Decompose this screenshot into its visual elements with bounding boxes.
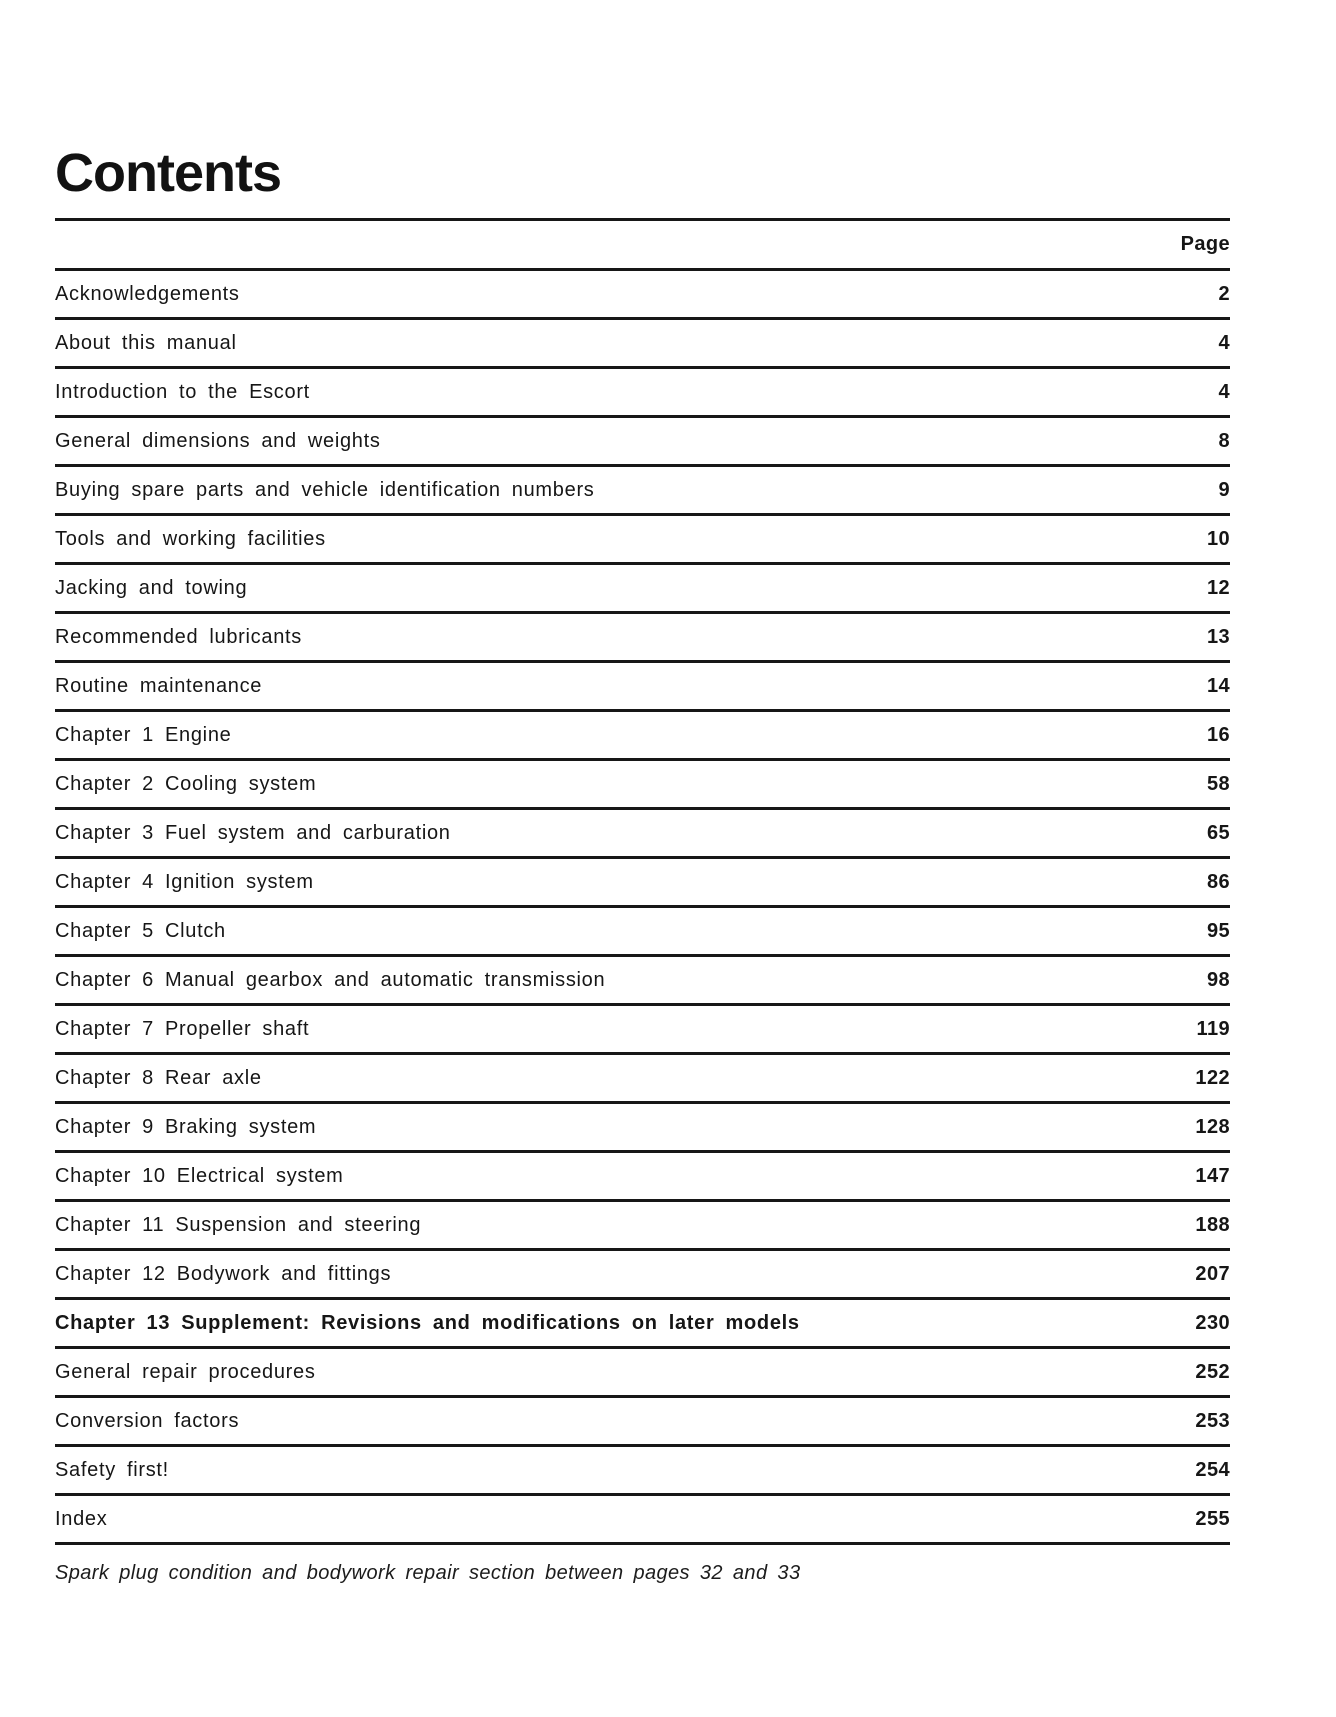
toc-entry-page-number: 4 [1218, 331, 1230, 354]
toc-entry-label: Chapter 4 Ignition system [55, 870, 314, 893]
toc-entry-page-number: 98 [1206, 968, 1230, 991]
toc-entry-page-number: 58 [1206, 772, 1230, 795]
toc-entry-label: General repair procedures [55, 1360, 316, 1383]
toc-entry-page-number: 255 [1195, 1507, 1230, 1530]
toc-row: General repair procedures 252 [55, 1346, 1230, 1395]
toc-entry-page-number: 86 [1206, 870, 1230, 893]
toc-entry-page-number: 14 [1206, 674, 1230, 697]
toc-entry-page-number: 119 [1196, 1017, 1230, 1040]
toc-entry-page-number: 207 [1195, 1262, 1230, 1285]
toc-entry-label: Safety first! [55, 1458, 169, 1481]
toc-entry-page-number: 95 [1206, 919, 1230, 942]
toc-row: Chapter 8 Rear axle 122 [55, 1052, 1230, 1101]
toc-row: Index 255 [55, 1493, 1230, 1542]
toc-entry-page-number: 12 [1206, 576, 1230, 599]
toc-row: About this manual 4 [55, 317, 1230, 366]
toc-entry-label: Index [55, 1507, 108, 1530]
page-column-header: Page [55, 221, 1230, 268]
toc-row: Chapter 10 Electrical system 147 [55, 1150, 1230, 1199]
toc-row: Chapter 13 Supplement: Revisions and mod… [55, 1297, 1230, 1346]
toc-entry-page-number: 13 [1206, 625, 1230, 648]
toc-row: General dimensions and weights 8 [55, 415, 1230, 464]
toc-row: Chapter 9 Braking system 128 [55, 1101, 1230, 1150]
toc-entry-page-number: 230 [1195, 1311, 1230, 1334]
toc-entry-label: Chapter 9 Braking system [55, 1115, 317, 1138]
toc-entry-page-number: 254 [1195, 1458, 1230, 1481]
toc-entry-label: Chapter 5 Clutch [55, 919, 226, 942]
toc-entry-label: Chapter 1 Engine [55, 723, 232, 746]
toc-entry-label: Tools and working facilities [55, 527, 326, 550]
toc-entry-page-number: 147 [1195, 1164, 1230, 1187]
footnote: Spark plug condition and bodywork repair… [55, 1562, 801, 1584]
toc-row: Jacking and towing 12 [55, 562, 1230, 611]
page-title: Contents [55, 143, 282, 203]
toc-entry-page-number: 65 [1206, 821, 1230, 844]
toc-row: Chapter 11 Suspension and steering 188 [55, 1199, 1230, 1248]
toc-entry-label: Chapter 13 Supplement: Revisions and mod… [55, 1311, 800, 1334]
toc-row: Recommended lubricants 13 [55, 611, 1230, 660]
toc-entry-label: Acknowledgements [55, 282, 240, 305]
toc-entry-page-number: 16 [1206, 723, 1230, 746]
toc-entry-label: Jacking and towing [55, 576, 248, 599]
toc-entry-page-number: 188 [1195, 1213, 1230, 1236]
toc-entry-label: Chapter 6 Manual gearbox and automatic t… [55, 968, 606, 991]
toc-entry-page-number: 4 [1218, 380, 1230, 403]
toc-entry-page-number: 9 [1218, 478, 1230, 501]
toc-entry-label: Chapter 2 Cooling system [55, 772, 317, 795]
toc-entry-label: About this manual [55, 331, 237, 354]
toc-entry-label: Chapter 8 Rear axle [55, 1066, 262, 1089]
toc-entry-label: Conversion factors [55, 1409, 240, 1432]
title-divider [55, 218, 1230, 221]
toc-row: Chapter 4 Ignition system 86 [55, 856, 1230, 905]
toc-entry-page-number: 10 [1206, 527, 1230, 550]
toc-entry-label: Chapter 7 Propeller shaft [55, 1017, 310, 1040]
toc-entry-label: Recommended lubricants [55, 625, 302, 648]
toc-entry-label: Introduction to the Escort [55, 380, 310, 403]
toc-entry-page-number: 8 [1218, 429, 1230, 452]
toc-row: Chapter 12 Bodywork and fittings 207 [55, 1248, 1230, 1297]
toc-entry-page-number: 252 [1195, 1360, 1230, 1383]
toc-entry-label: General dimensions and weights [55, 429, 381, 452]
toc-row: Safety first! 254 [55, 1444, 1230, 1493]
toc-entry-page-number: 2 [1218, 282, 1230, 305]
toc-row: Tools and working facilities 10 [55, 513, 1230, 562]
toc-row: Acknowledgements 2 [55, 268, 1230, 317]
toc-row: Introduction to the Escort 4 [55, 366, 1230, 415]
toc-row: Chapter 2 Cooling system 58 [55, 758, 1230, 807]
toc-entry-page-number: 122 [1195, 1066, 1230, 1089]
toc-row: Chapter 1 Engine 16 [55, 709, 1230, 758]
toc-row: Chapter 3 Fuel system and carburation 65 [55, 807, 1230, 856]
toc-entry-label: Chapter 12 Bodywork and fittings [55, 1262, 392, 1285]
toc-row: Conversion factors 253 [55, 1395, 1230, 1444]
closing-divider [55, 1542, 1230, 1545]
toc-entry-label: Chapter 11 Suspension and steering [55, 1213, 422, 1236]
toc-entry-page-number: 128 [1195, 1115, 1230, 1138]
toc-row: Chapter 7 Propeller shaft 119 [55, 1003, 1230, 1052]
toc-row: Chapter 5 Clutch 95 [55, 905, 1230, 954]
toc-row: Chapter 6 Manual gearbox and automatic t… [55, 954, 1230, 1003]
toc-list: Acknowledgements 2 About this manual 4 I… [55, 268, 1230, 1542]
toc-entry-page-number: 253 [1195, 1409, 1230, 1432]
toc-entry-label: Routine maintenance [55, 674, 263, 697]
toc-row: Buying spare parts and vehicle identific… [55, 464, 1230, 513]
page-column-label: Page [1180, 233, 1230, 255]
toc-entry-label: Chapter 10 Electrical system [55, 1164, 344, 1187]
toc-row: Routine maintenance 14 [55, 660, 1230, 709]
toc-entry-label: Chapter 3 Fuel system and carburation [55, 821, 451, 844]
toc-entry-label: Buying spare parts and vehicle identific… [55, 478, 595, 501]
